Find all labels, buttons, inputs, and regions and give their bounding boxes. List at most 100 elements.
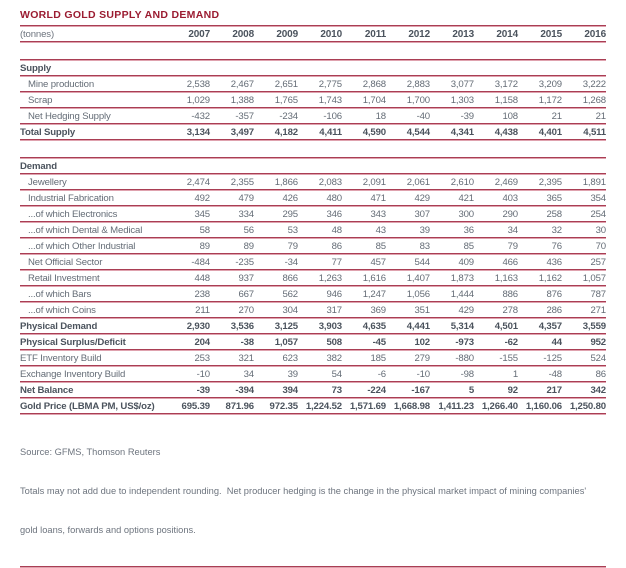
row-retail-investment: Retail Investment 448 937 866 1,263 1,616 1,40…	[20, 271, 606, 285]
value-cell: 1,247	[362, 288, 386, 300]
value-cell: 34	[243, 368, 255, 380]
row-net-hedging-supply: Net Hedging Supply -432 -357 -234 -106 18 -40 -…	[20, 109, 606, 123]
value-cell: 3,559	[582, 320, 606, 332]
value-cell: 83	[419, 240, 431, 252]
value-cell: -39	[196, 384, 211, 396]
value-cell: 946	[326, 288, 342, 300]
value-cell: -10	[196, 368, 211, 380]
value-cell: 85	[375, 240, 387, 252]
row-of-which-dental-medical: ...of which Dental & Medical 58 56 53 48 43 39…	[20, 223, 606, 237]
year-column-header: 2012	[408, 28, 430, 40]
value-cell: 866	[282, 272, 298, 284]
value-cell: 365	[546, 192, 562, 204]
value-cell: 4,357	[538, 320, 562, 332]
value-cell: 623	[282, 352, 298, 364]
page-title: WORLD GOLD SUPPLY AND DEMAND	[20, 9, 220, 21]
value-cell: 544	[414, 256, 430, 268]
row-separator	[20, 41, 606, 43]
value-cell: 253	[194, 352, 210, 364]
section-spacer	[20, 141, 606, 157]
source-note: Source: GFMS, Thomson Reuters	[20, 447, 161, 457]
year-column-header: 2007	[188, 28, 210, 40]
value-cell: 1,303	[450, 94, 474, 106]
value-cell: 39	[287, 368, 299, 380]
value-cell: 2,355	[230, 176, 254, 188]
value-cell: 271	[590, 304, 606, 316]
value-cell: 1,224.52	[305, 400, 342, 412]
row-label: Retail Investment	[28, 272, 100, 284]
value-cell: 2,930	[186, 320, 210, 332]
value-cell: -484	[191, 256, 210, 268]
value-cell: 2,868	[362, 78, 386, 90]
value-cell: 1,057	[274, 336, 298, 348]
row-label: ...of which Electronics	[28, 208, 118, 220]
value-cell: 562	[282, 288, 298, 300]
value-cell: -394	[235, 384, 254, 396]
value-cell: 403	[502, 192, 518, 204]
value-cell: 1,616	[362, 272, 386, 284]
value-cell: -224	[367, 384, 386, 396]
value-cell: 1,172	[538, 94, 562, 106]
value-cell: 3,497	[230, 126, 254, 138]
value-cell: 79	[507, 240, 519, 252]
value-cell: 2,469	[494, 176, 518, 188]
value-cell: 279	[414, 352, 430, 364]
value-cell: -38	[240, 336, 255, 348]
value-cell: 58	[199, 224, 211, 236]
row-label: Jewellery	[28, 176, 67, 188]
value-cell: 307	[414, 208, 430, 220]
table-header-row: (tonnes) 2007 2008 2009 2010 2011 2012 2013 2014…	[20, 27, 606, 41]
value-cell: 343	[370, 208, 386, 220]
row-total-supply: Total Supply 3,134 3,497 4,182 4,411 4,590 4,5…	[20, 125, 606, 139]
value-cell: 466	[502, 256, 518, 268]
value-cell: 3,125	[274, 320, 298, 332]
value-cell: 36	[463, 224, 475, 236]
value-cell: -167	[411, 384, 430, 396]
value-cell: 21	[595, 110, 607, 122]
value-cell: 257	[590, 256, 606, 268]
value-cell: 21	[551, 110, 563, 122]
year-column-header: 2014	[496, 28, 518, 40]
row-separator	[20, 157, 606, 159]
value-cell: 2,610	[450, 176, 474, 188]
row-physical-surplus-deficit: Physical Surplus/Deficit 204 -38 1,057 508 -4…	[20, 335, 606, 349]
row-label: ...of which Coins	[28, 304, 96, 316]
row-scrap: Scrap 1,029 1,388 1,765 1,743 1,704 1,700 1,303…	[20, 93, 606, 107]
footer: Source: GFMS, Thomson Reuters Totals may…	[20, 420, 606, 563]
row-separator	[20, 381, 606, 383]
value-cell: 1,891	[582, 176, 606, 188]
row-of-which-coins: ...of which Coins 211 270 304 317 369 351 429 27…	[20, 303, 606, 317]
value-cell: -432	[191, 110, 210, 122]
year-column-header: 2011	[364, 28, 386, 40]
value-cell: 1,158	[494, 94, 518, 106]
value-cell: -155	[499, 352, 518, 364]
value-cell: 346	[326, 208, 342, 220]
value-cell: 876	[546, 288, 562, 300]
row-separator	[20, 269, 606, 271]
value-cell: 2,083	[318, 176, 342, 188]
value-cell: 508	[326, 336, 342, 348]
value-cell: 3,134	[186, 126, 210, 138]
value-cell: 524	[590, 352, 606, 364]
value-cell: 394	[282, 384, 298, 396]
value-cell: 3,077	[450, 78, 474, 90]
value-cell: 4,511	[583, 126, 606, 138]
value-cell: 79	[287, 240, 299, 252]
value-cell: 448	[194, 272, 210, 284]
value-cell: 1,571.69	[349, 400, 386, 412]
year-column-header: 2013	[452, 28, 474, 40]
row-separator	[20, 301, 606, 303]
value-cell: 1,163	[494, 272, 518, 284]
value-cell: 217	[546, 384, 562, 396]
value-cell: 5,314	[450, 320, 474, 332]
section-title: Supply	[20, 62, 52, 74]
value-cell: 300	[458, 208, 474, 220]
value-cell: 2,091	[362, 176, 386, 188]
value-cell: 1,668.98	[393, 400, 430, 412]
value-cell: 290	[502, 208, 518, 220]
row-label: Physical Surplus/Deficit	[20, 336, 126, 348]
value-cell: 54	[331, 368, 343, 380]
value-cell: 295	[282, 208, 298, 220]
row-separator	[20, 253, 606, 255]
row-separator	[20, 189, 606, 191]
